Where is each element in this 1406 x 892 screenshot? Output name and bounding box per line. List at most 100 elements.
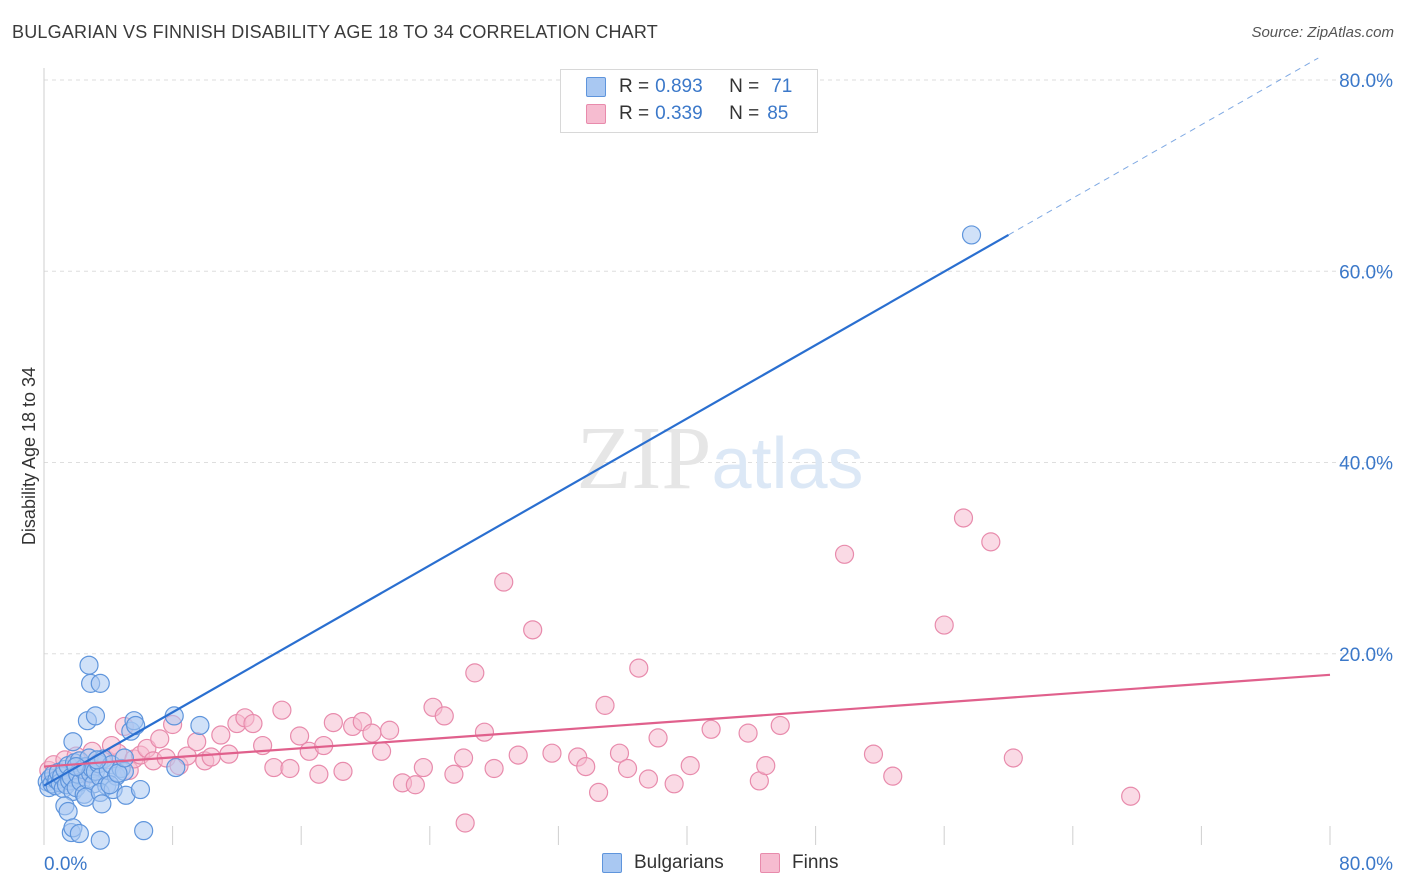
- finn-point: [474, 722, 495, 742]
- finn-point: [609, 743, 630, 763]
- finn-point: [883, 766, 903, 786]
- finn-point: [272, 700, 292, 720]
- finn-point: [756, 756, 776, 776]
- finn-point: [648, 728, 668, 748]
- finn-point: [523, 620, 543, 640]
- axis-layer: [43, 68, 1331, 845]
- finn-point: [494, 572, 514, 592]
- finn-point: [465, 663, 485, 683]
- finns-trend-line: [43, 673, 1331, 768]
- legend-swatch-finns: [760, 853, 780, 873]
- bulgarians-n-value: 71: [771, 76, 793, 97]
- finn-point: [187, 732, 207, 752]
- bulgarian-point: [90, 673, 110, 693]
- finn-point: [701, 719, 721, 739]
- y-tick-label: 80.0%: [1339, 71, 1393, 92]
- watermark: ZIPatlas: [576, 409, 863, 508]
- finn-point: [981, 532, 1001, 552]
- finn-point: [280, 758, 300, 779]
- legend-item-bulgarians[interactable]: Bulgarians: [602, 852, 724, 874]
- finn-point: [934, 615, 954, 635]
- bulgarian-point: [134, 821, 154, 841]
- stats-legend-bulgarians: R = 0.893 N = 71: [586, 75, 793, 99]
- finn-point: [1003, 748, 1023, 768]
- finns-r-label: R =: [619, 103, 650, 124]
- bulgarians-swatch: [586, 77, 606, 97]
- bulgarians-r-value: 0.893: [655, 76, 703, 97]
- finn-point: [1121, 786, 1141, 806]
- finn-point: [309, 764, 329, 784]
- points-layer: [37, 225, 1141, 850]
- legend-label-finns: Finns: [792, 852, 839, 873]
- y-axis-label: Disability Age 18 to 34: [19, 367, 39, 545]
- finn-point: [380, 720, 400, 740]
- trend-layer: [43, 57, 1331, 787]
- finn-point: [738, 723, 758, 743]
- finn-point: [953, 508, 974, 528]
- finn-point: [405, 775, 425, 795]
- finn-point: [243, 713, 263, 734]
- bulgarian-point: [961, 225, 982, 245]
- grid-layer: [44, 79, 1392, 655]
- series-legend: Bulgarians Finns: [0, 852, 1406, 876]
- finn-point: [863, 744, 884, 764]
- finn-point: [444, 764, 464, 784]
- finn-point: [617, 758, 638, 779]
- finns-swatch: [586, 104, 606, 124]
- stats-legend: R = 0.893 N = 71 R = 0.339 N = 85: [560, 69, 818, 133]
- legend-label-bulgarians: Bulgarians: [634, 852, 724, 873]
- finn-point: [588, 782, 609, 803]
- finn-point: [453, 748, 474, 768]
- finn-point: [323, 712, 343, 733]
- finn-point: [508, 745, 528, 765]
- bulgarians-r-label: R =: [619, 76, 650, 97]
- finn-point: [413, 757, 433, 778]
- finn-point: [576, 756, 596, 777]
- finn-point: [333, 761, 353, 781]
- finn-point: [150, 729, 170, 749]
- bulgarian-point: [114, 748, 134, 768]
- y-tick-label: 20.0%: [1339, 645, 1393, 666]
- finns-r-value: 0.339: [655, 103, 703, 124]
- finn-point: [638, 769, 659, 789]
- labels-layer: 20.0% 40.0% 60.0% 80.0% 0.0% 80.0% Disability …: [19, 71, 1393, 875]
- bulgarian-point: [69, 823, 89, 844]
- bulgarian-point: [90, 830, 110, 850]
- finn-point: [455, 813, 475, 833]
- bulgarian-point: [126, 715, 146, 736]
- y-tick-label: 60.0%: [1339, 262, 1393, 283]
- source-label: Source: ZipAtlas.com: [1251, 24, 1394, 41]
- bulgarian-point: [190, 715, 210, 736]
- x-tick-label: 0.0%: [44, 854, 87, 875]
- bulgarians-trend-line: [43, 233, 1010, 787]
- legend-item-finns[interactable]: Finns: [760, 852, 838, 874]
- finn-point: [362, 723, 382, 743]
- bulgarian-point: [166, 757, 186, 778]
- chart-title: BULGARIAN VS FINNISH DISABILITY AGE 18 T…: [12, 22, 658, 42]
- finns-n-label: N =: [729, 103, 760, 124]
- finn-point: [434, 706, 454, 726]
- bulgarian-point: [85, 706, 106, 726]
- finn-point: [371, 741, 392, 761]
- finn-point: [484, 758, 504, 779]
- finn-point: [595, 695, 615, 715]
- finn-point: [542, 743, 562, 763]
- finn-point: [770, 715, 790, 736]
- finns-n-value: 85: [767, 103, 789, 124]
- x-tick-label: 80.0%: [1339, 854, 1393, 875]
- stats-legend-finns: R = 0.339 N = 85: [586, 102, 789, 126]
- finn-point: [664, 774, 684, 794]
- finn-point: [629, 658, 649, 678]
- finn-point: [289, 726, 310, 746]
- legend-swatch-bulgarians: [602, 853, 622, 873]
- bulgarian-point: [92, 794, 112, 814]
- bulgarian-point: [79, 655, 99, 675]
- bulgarian-point: [63, 732, 83, 752]
- finn-point: [264, 757, 284, 778]
- y-tick-label: 40.0%: [1339, 454, 1393, 475]
- bulgarians-n-label: N =: [729, 76, 760, 97]
- finn-point: [211, 725, 231, 745]
- finn-point: [201, 747, 221, 767]
- finn-point: [834, 544, 855, 564]
